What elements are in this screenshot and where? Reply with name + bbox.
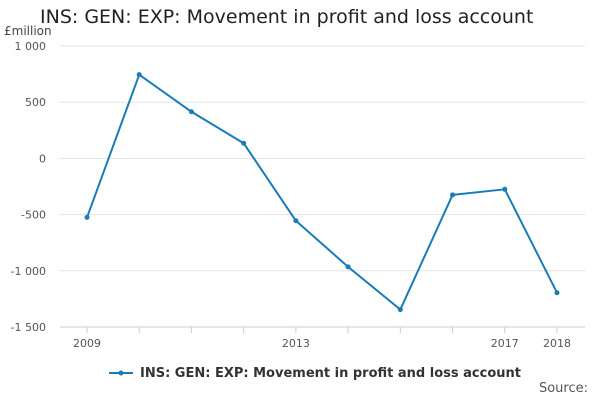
y-tick-label: -1 000 — [11, 265, 46, 278]
series-line — [86, 73, 558, 311]
data-point — [502, 186, 508, 192]
legend[interactable]: INS: GEN: EXP: Movement in profit and lo… — [108, 365, 521, 381]
series-group — [84, 72, 560, 313]
x-tick-label: 2013 — [282, 337, 310, 350]
y-tick-label: 1 000 — [15, 40, 47, 53]
source-label: Source: — [538, 381, 588, 396]
y-tick-label: -1 500 — [11, 321, 46, 334]
data-point — [293, 218, 299, 224]
y-axis: 1 000 500 0 -500 -1 000 -1 500 — [11, 40, 46, 334]
legend-swatch-icon — [109, 370, 133, 376]
x-tick-label: 2017 — [491, 337, 519, 350]
data-point — [241, 140, 247, 146]
y-tick-label: 500 — [25, 96, 46, 109]
y-tick-label: 0 — [39, 152, 46, 165]
x-tick-label: 2018 — [543, 337, 571, 350]
y-axis-label: £million — [4, 24, 52, 38]
data-point — [554, 290, 560, 296]
data-point — [397, 307, 403, 313]
x-axis: 2009 2013 2017 2018 — [60, 326, 585, 350]
gridlines — [60, 45, 585, 272]
data-point — [450, 192, 456, 198]
data-point — [136, 72, 142, 78]
legend-label: INS: GEN: EXP: Movement in profit and lo… — [140, 365, 521, 381]
data-point — [345, 264, 351, 270]
data-point — [84, 214, 90, 220]
data-point — [188, 109, 194, 115]
chart-title: INS: GEN: EXP: Movement in profit and lo… — [40, 6, 534, 28]
x-tick-label: 2009 — [73, 337, 101, 350]
y-tick-label: -500 — [21, 209, 46, 222]
